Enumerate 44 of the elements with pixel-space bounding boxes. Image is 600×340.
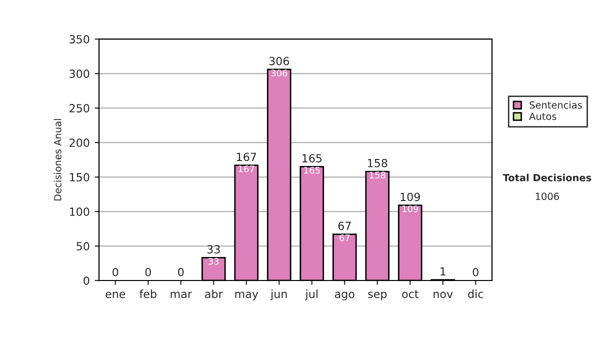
x-tick-label: sep — [368, 292, 387, 300]
total-label: 33 — [207, 245, 220, 254]
x-tick-label: feb — [139, 290, 156, 298]
total-label: 67 — [338, 222, 351, 230]
x-tick-label: abr — [205, 290, 223, 298]
total-label: 0 — [112, 268, 118, 276]
x-tick-label: ene — [106, 292, 126, 298]
x-tick-label: oct — [402, 290, 418, 298]
x-tick-label: nov — [434, 292, 453, 298]
data-label: 306 — [271, 70, 288, 76]
x-tick-label: may — [235, 292, 258, 300]
x-tick-label: jun — [270, 290, 287, 300]
legend-label: Sentencias — [530, 101, 582, 109]
total-label: 0 — [472, 268, 478, 276]
y-tick-label: 250 — [70, 104, 90, 112]
y-tick-label: 50 — [76, 242, 90, 250]
y-tick-label: 300 — [70, 70, 90, 78]
y-tick-label: 0 — [84, 276, 90, 285]
total-label: 0 — [178, 268, 184, 276]
y-tick-label: 100 — [70, 208, 90, 216]
x-tick-label: dic — [468, 290, 484, 298]
total-label: 165 — [302, 154, 322, 162]
total-label: 109 — [400, 192, 420, 202]
y-tick-label: 200 — [70, 138, 90, 147]
total-label: 1 — [440, 267, 446, 276]
data-label: 158 — [370, 172, 386, 179]
data-label: 109 — [402, 205, 418, 212]
y-tick-label: 150 — [70, 173, 90, 182]
x-tick-label: ago — [334, 292, 354, 300]
x-tick-label: mar — [170, 292, 192, 298]
total-label: 167 — [236, 152, 256, 162]
y-axis-title: Decisiones Anual — [54, 119, 62, 200]
data-label: 67 — [340, 234, 350, 242]
y-tick-label: 350 — [70, 35, 90, 44]
data-label: 33 — [208, 258, 219, 265]
text: 1006 — [536, 192, 559, 200]
x-tick-label: jul — [305, 290, 318, 300]
legend-label: Autos — [529, 112, 556, 120]
total-label: 306 — [269, 56, 290, 66]
total-label: 0 — [145, 268, 151, 276]
data-label: 165 — [304, 166, 320, 174]
total-label: 158 — [368, 158, 388, 168]
data-label: 167 — [238, 165, 254, 172]
text: Total Decisiones — [502, 174, 592, 182]
